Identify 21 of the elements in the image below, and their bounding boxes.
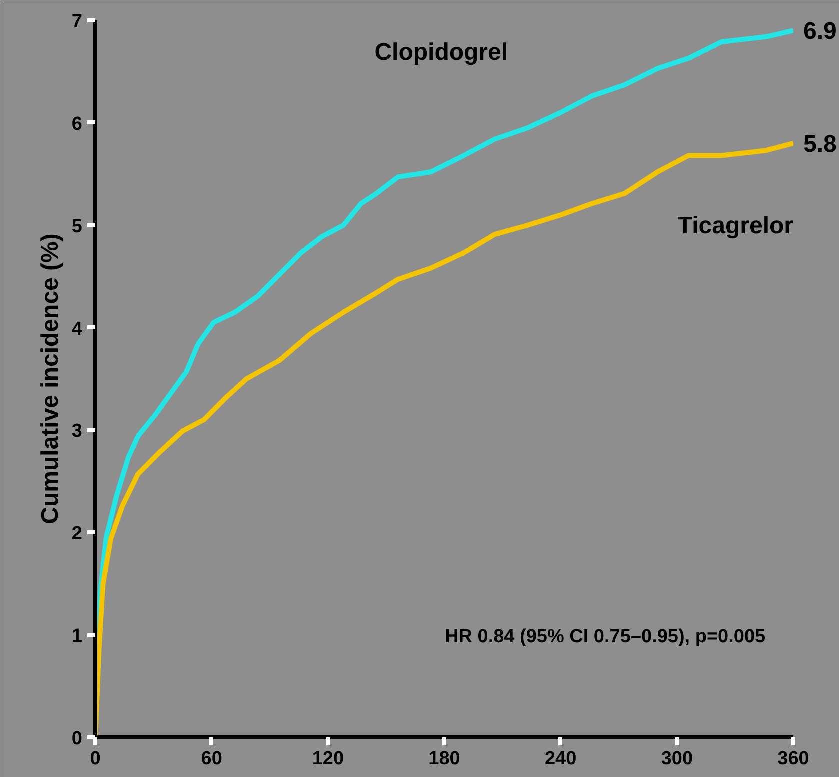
y-tick-label: 3 [72, 421, 83, 442]
y-tick-label: 6 [72, 114, 83, 135]
y-tick-label: 1 [72, 626, 83, 648]
x-tick-label: 240 [544, 748, 577, 770]
y-tick-label: 5 [72, 216, 83, 238]
annotation: HR 0.84 (95% CI 0.75–0.95), p=0.005 [445, 626, 766, 648]
x-tick-label: 300 [661, 748, 694, 770]
y-tick-label: 2 [72, 524, 83, 545]
x-tick-label: 180 [428, 748, 460, 770]
series-label: Ticagrelor [678, 212, 794, 240]
x-tick-label: 120 [312, 748, 344, 770]
y-axis-title: Cumulative incidence (%) [36, 234, 64, 524]
annotation: 5.8 [804, 130, 837, 158]
y-tick-label: 7 [72, 12, 83, 32]
y-tick-label: 0 [72, 728, 83, 750]
y-tick-label: 4 [72, 318, 83, 340]
x-tick-label: 360 [778, 748, 810, 770]
x-tick-label: 60 [201, 748, 222, 770]
text: Clopidogrel [374, 38, 508, 66]
annotation: 6.9 [804, 18, 837, 46]
x-tick-label: 0 [90, 748, 101, 770]
